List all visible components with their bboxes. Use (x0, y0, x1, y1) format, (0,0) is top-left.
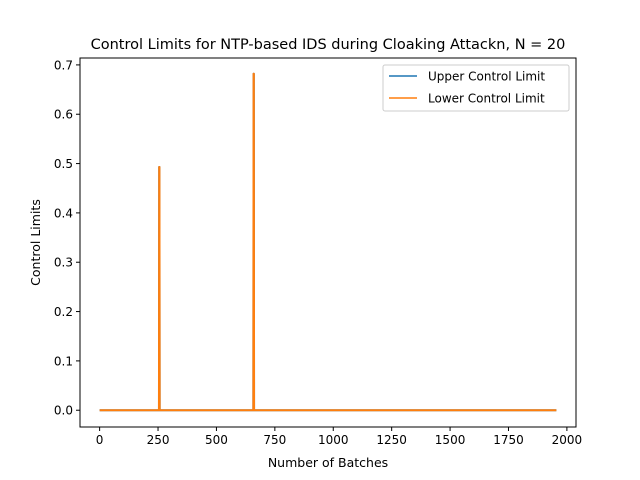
legend-label-lower: Lower Control Limit (428, 92, 545, 106)
y-tick-label: 0.1 (54, 354, 73, 368)
legend-box (382, 64, 570, 112)
y-tick-label: 0.4 (54, 206, 73, 220)
y-tick-label: 0.6 (54, 108, 73, 122)
series-layer (99, 72, 557, 412)
x-tick-label: 2000 (552, 433, 583, 447)
y-tick-label: 0.3 (54, 256, 73, 270)
chart-title: Control Limits for NTP-based IDS during … (91, 37, 566, 53)
y-tick-label: 0.0 (54, 404, 73, 418)
y-tick-label: 0.5 (54, 157, 73, 171)
series-line-lower-control-limit (99, 72, 557, 412)
legend: Upper Control Limit Lower Control Limit (382, 64, 570, 112)
x-axis-label: Number of Batches (268, 455, 388, 470)
legend-label-upper: Upper Control Limit (428, 70, 545, 84)
x-tick-label: 1500 (435, 433, 466, 447)
x-tick-label: 250 (147, 433, 170, 447)
x-tick-label: 1000 (318, 433, 349, 447)
y-tick-label: 0.7 (54, 58, 73, 72)
y-tick-label: 0.2 (54, 305, 73, 319)
ticks-layer: 0 250 500 750 1000 1250 1500 1750 2000 0.0 0.1 0.2 0… (54, 58, 582, 447)
x-tick-label: 1750 (493, 433, 524, 447)
x-tick-label: 1250 (376, 433, 407, 447)
x-tick-label: 0 (96, 433, 104, 447)
y-axis-label: Control Limits (28, 199, 43, 286)
x-tick-label: 750 (263, 433, 286, 447)
x-tick-label: 500 (205, 433, 228, 447)
plot-frame (79, 57, 577, 428)
